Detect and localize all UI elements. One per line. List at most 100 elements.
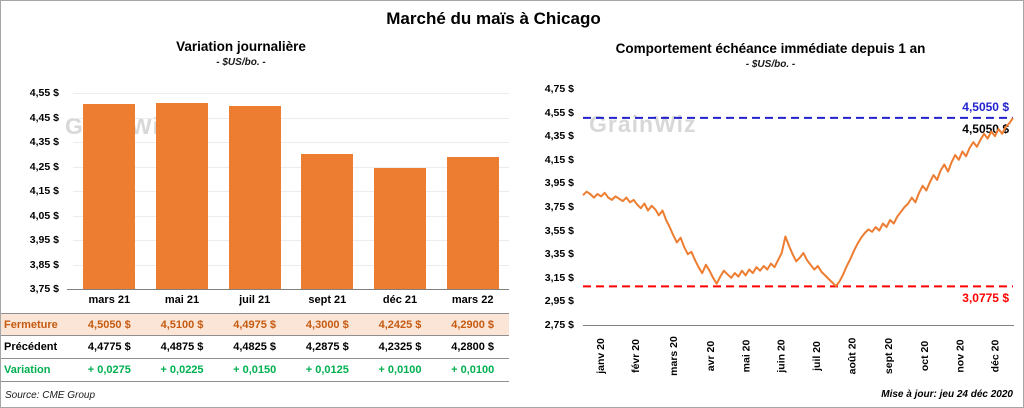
month-label: mars 20	[667, 336, 680, 376]
y-axis-label: 3,35 $	[544, 248, 574, 261]
line-chart-subtitle: - $US/bo. -	[745, 59, 796, 70]
y-axis-label: 4,35 $	[29, 136, 59, 148]
page-title: Marché du maïs à Chicago	[386, 9, 601, 28]
row-label: Précédent	[4, 341, 58, 353]
bar-chart-title: Variation journalière	[176, 39, 306, 54]
low-ref-label: 3,0775 $	[962, 291, 1009, 305]
x-axis-label: oct 20	[907, 329, 942, 383]
x-axis-label: févr 20	[619, 329, 654, 383]
x-axis-label: mars 20	[654, 329, 694, 383]
table-cell: + 0,0150	[233, 364, 277, 376]
row-label: Variation	[4, 364, 51, 376]
y-axis-label: 4,15 $	[29, 185, 59, 197]
x-axis-label: mai 20	[729, 329, 764, 383]
month-label: févr 20	[630, 339, 643, 373]
y-axis-label: 4,15 $	[544, 153, 574, 166]
gridline	[73, 191, 509, 192]
gridline	[73, 93, 509, 94]
gridline	[73, 215, 509, 217]
y-axis-label: 2,95 $	[544, 295, 574, 308]
line-chart-x-axis-line	[583, 325, 1014, 326]
line-chart-plot: GrainWiz	[582, 89, 1014, 325]
bar	[374, 168, 426, 289]
bar-chart-x-axis: mars 21 mai 21 juil 21 sept 21 déc 21 mars 22	[73, 294, 509, 306]
table-cell: 4,5100 $	[160, 319, 204, 331]
table-cell: + 0,0100	[451, 364, 495, 376]
table-cell: 4,2325 $	[378, 341, 422, 353]
bar-chart-subtitle: - $US/bo. -	[216, 57, 266, 68]
x-axis-label: juil 21	[239, 294, 271, 306]
month-label: sept 20	[883, 337, 896, 375]
bar	[156, 102, 208, 289]
y-axis-label: 3,55 $	[544, 224, 574, 237]
x-axis-label: juin 20	[764, 329, 799, 383]
month-label: juin 20	[775, 339, 788, 373]
y-axis-label: 4,55 $	[544, 106, 574, 119]
table-row-previous: Précédent 4,4775 $ 4,4875 $ 4,4825 $ 4,2875 …	[1, 336, 509, 359]
row-label: Fermeture	[4, 319, 58, 331]
table-cell: + 0,0100	[378, 364, 422, 376]
y-axis-label: 4,05 $	[29, 209, 59, 222]
high-ref-label: 4,5050 $	[962, 100, 1009, 114]
x-axis-label: août 20	[834, 329, 871, 383]
x-axis-label: janv 20	[583, 329, 619, 383]
source-note: Source: CME Group	[5, 390, 96, 401]
x-axis-label: mars 22	[451, 294, 494, 306]
y-axis-label: 4,45 $	[29, 111, 59, 124]
table-cell: 4,4825 $	[233, 341, 277, 353]
month-label: nov 20	[954, 339, 967, 373]
x-axis-label: mars 21	[88, 294, 131, 306]
table-cell: 4,4875 $	[160, 341, 204, 353]
x-axis-label: déc 20	[978, 329, 1013, 383]
table-cell: 4,5050 $	[87, 319, 131, 331]
month-label: mai 20	[740, 339, 753, 373]
price-line-svg	[582, 116, 1014, 288]
month-label: juil 20	[810, 341, 823, 371]
table-cell: 4,2800 $	[451, 341, 495, 353]
y-axis-label: 3,85 $	[29, 258, 59, 271]
month-label: déc 20	[989, 339, 1002, 373]
line-chart-y-axis: 4,75 $ 4,55 $ 4,35 $ 4,15 $ 3,95 $ 3,75 $ 3,55…	[512, 82, 578, 334]
x-axis-label: mai 21	[164, 294, 200, 306]
table-cell: 4,2875 $	[305, 341, 349, 353]
gridline	[73, 117, 509, 119]
bar	[228, 105, 281, 289]
y-axis-label: 4,25 $	[29, 160, 59, 173]
y-axis-label: 3,95 $	[29, 234, 59, 246]
line-chart-title: Comportement échéance immédiate depuis 1…	[615, 41, 926, 56]
bar-chart-plot	[73, 93, 509, 290]
y-axis-label: 3,15 $	[544, 271, 574, 284]
y-axis-label: 3,95 $	[544, 177, 574, 190]
y-axis-label: 4,55 $	[29, 87, 59, 99]
watermark-logo: GrainWiz	[589, 111, 697, 137]
quotes-table: Fermeture 4,5050 $ 4,5100 $ 4,4975 $ 4,3000 …	[1, 313, 509, 382]
bar	[446, 156, 499, 289]
table-cell: + 0,0225	[160, 364, 204, 376]
y-axis-label: 2,75 $	[544, 319, 574, 331]
table-cell: 4,2425 $	[378, 319, 422, 331]
bar-chart-x-axis-line	[67, 289, 509, 290]
line-chart-x-axis: janv 20 févr 20 mars 20 avr 20 mai 20 juin 20…	[583, 329, 1013, 383]
table-cell: + 0,0275	[87, 364, 131, 376]
x-axis-label: avr 20	[694, 329, 729, 383]
y-axis-label: 4,35 $	[544, 130, 574, 143]
table-row-close: Fermeture 4,5050 $ 4,5100 $ 4,4975 $ 4,3000 …	[1, 313, 509, 336]
x-axis-label: déc 21	[382, 294, 418, 306]
month-label: oct 20	[918, 340, 931, 372]
gridline	[73, 142, 509, 143]
y-axis-label: 3,75 $	[544, 201, 574, 213]
x-axis-label: nov 20	[943, 329, 978, 383]
x-axis-label: juil 20	[799, 329, 834, 383]
price-line	[582, 117, 1014, 288]
month-label: août 20	[846, 337, 859, 375]
table-cell: + 0,0125	[305, 364, 349, 376]
month-label: avr 20	[705, 340, 718, 372]
table-cell: 4,2900 $	[451, 319, 495, 331]
y-axis-label: 4,75 $	[544, 83, 574, 95]
x-axis-label: sept 20	[871, 329, 907, 383]
gridline	[73, 240, 509, 241]
gridline	[73, 264, 509, 266]
bar-chart-y-axis: 4,55 $ 4,45 $ 4,35 $ 4,25 $ 4,15 $ 4,05 $ 3,95…	[1, 86, 65, 298]
bar	[83, 104, 136, 289]
